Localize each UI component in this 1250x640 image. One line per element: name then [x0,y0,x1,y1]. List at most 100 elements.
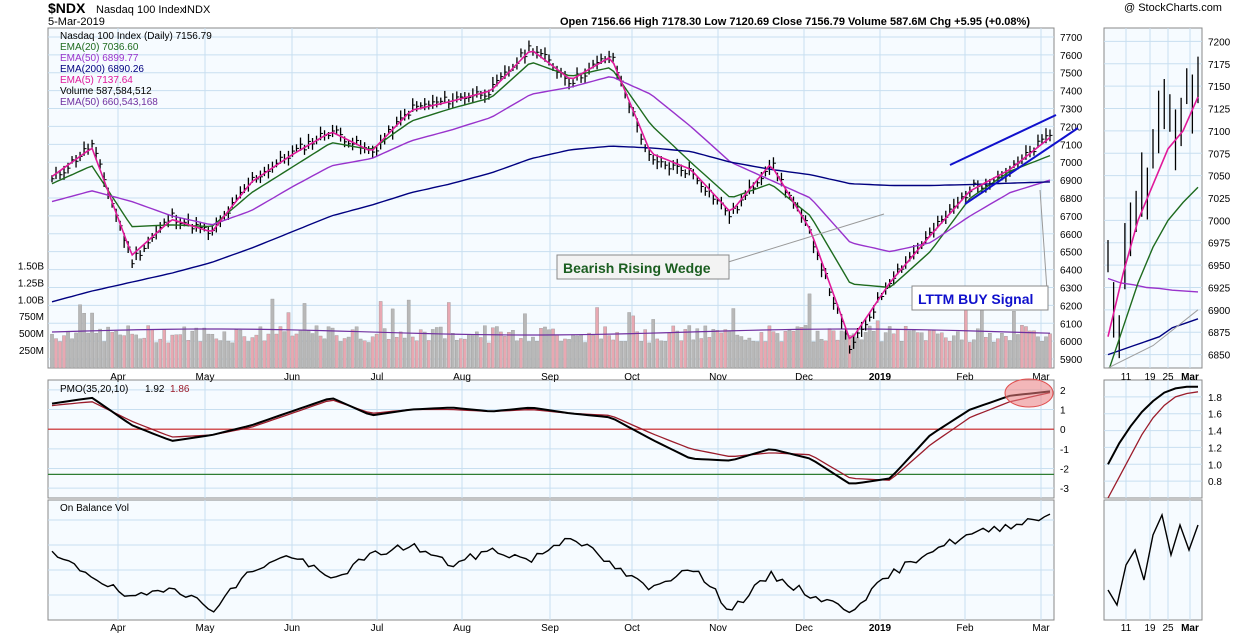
volume-bar [599,338,603,368]
volume-bar [158,338,163,368]
volume-bar [923,340,928,368]
volume-bar [1036,336,1040,368]
price-tick-label: 6900 [1060,176,1083,187]
volume-bar [426,340,431,368]
pmo-tick-label: -3 [1060,484,1069,495]
volume-bar [859,339,864,368]
volume-bar [635,331,639,368]
zoom-obv-series [1107,512,1199,607]
volume-bar [354,326,359,368]
month-label: Nov [709,623,727,634]
volume-bar [182,326,187,368]
month-label: Jun [284,623,300,634]
month-label: Apr [110,372,126,383]
volume-bar [715,330,720,368]
volume-bar [154,342,159,368]
volume-bar [114,331,118,368]
volume-bar [278,326,283,368]
volume-bar [126,325,130,368]
volume-bar [274,333,279,368]
volume-bar [683,329,688,368]
volume-bar [607,335,611,368]
volume-tick-label: 1.00B [18,295,44,306]
price-legend: Nasdaq 100 Index (Daily) 7156.79 EMA(20)… [60,31,212,108]
obv-line [51,513,1051,614]
volume-bar [366,342,371,368]
volume-bar [595,307,599,368]
volume-bar [186,340,191,368]
volume-bar [915,332,920,368]
zoom-pmo-line [1107,385,1198,465]
volume-bar [1004,336,1008,368]
volume-bar [438,326,443,368]
volume-bar [927,330,932,368]
volume-bar [330,327,335,368]
volume-bar [487,342,491,368]
volume-bar [491,327,495,368]
zoom-pmo-panel [1103,379,1203,499]
volume-bar [418,329,423,368]
volume-bar [663,341,668,368]
volume-bar [1048,333,1052,368]
volume-bar [1016,334,1020,368]
volume-bar [895,329,900,368]
volume-bar [799,327,804,368]
volume-bar [795,326,800,368]
volume-bar [571,334,575,368]
volume-bar [322,338,327,368]
volume-bar [687,325,692,368]
volume-tick-label: 500M [19,329,44,340]
volume-bar [911,329,916,368]
volume-bar [627,312,631,368]
pmo-crossover-highlight [1004,378,1054,408]
volume-bar [996,338,1000,368]
volume-bar [551,328,555,368]
volume-bar [358,338,363,368]
volume-bar [567,339,571,368]
volume-bar [110,331,114,368]
volume-bar [579,334,583,368]
volume-bar [294,333,299,368]
volume-bar [174,334,179,368]
zoom-date-label: 11 [1121,372,1132,383]
volume-bar [511,330,515,368]
obv-label: On Balance Vol [60,503,129,514]
volume-bar [298,329,303,368]
volume-bar [675,330,680,368]
volume-bar [362,340,367,368]
volume-bar [555,335,559,368]
volume-bar [952,335,956,368]
pmo-value: 1.92 [145,384,165,395]
volume-bar [451,333,455,368]
volume-bar [699,338,704,368]
wedge-upper-line [949,114,1057,166]
volume-bar [939,332,944,368]
buy-annotation-box [911,285,1049,311]
volume-bar [743,339,748,368]
volume-bar [976,328,980,368]
legend-ema50: EMA(50) 6899.77 [60,53,139,64]
volume-bar [162,329,167,368]
volume-bar [334,335,339,368]
month-label: Feb [956,372,974,383]
volume-bar [230,342,235,368]
zoom-price-tick-label: 6950 [1208,261,1231,272]
pmo-tick-label: -2 [1060,465,1069,476]
volume-bar [587,332,591,368]
volume-bar [302,303,307,368]
month-label: Sep [541,623,559,634]
volume-bar [827,328,832,368]
zoom-price-tick-label: 6975 [1208,239,1231,250]
zoom-ema20-line [1108,186,1199,368]
month-label: 2019 [869,372,892,383]
volume-bar [246,341,251,368]
volume-bar [631,315,635,368]
exchange: INDX [184,4,211,16]
volume-bar [619,341,623,368]
volume-bar [711,329,716,368]
volume-bar [539,328,543,368]
zoom-price-tick-label: 7075 [1208,149,1231,160]
volume-bar [218,340,223,368]
volume-bar [507,332,511,368]
volume-bar [639,341,643,368]
